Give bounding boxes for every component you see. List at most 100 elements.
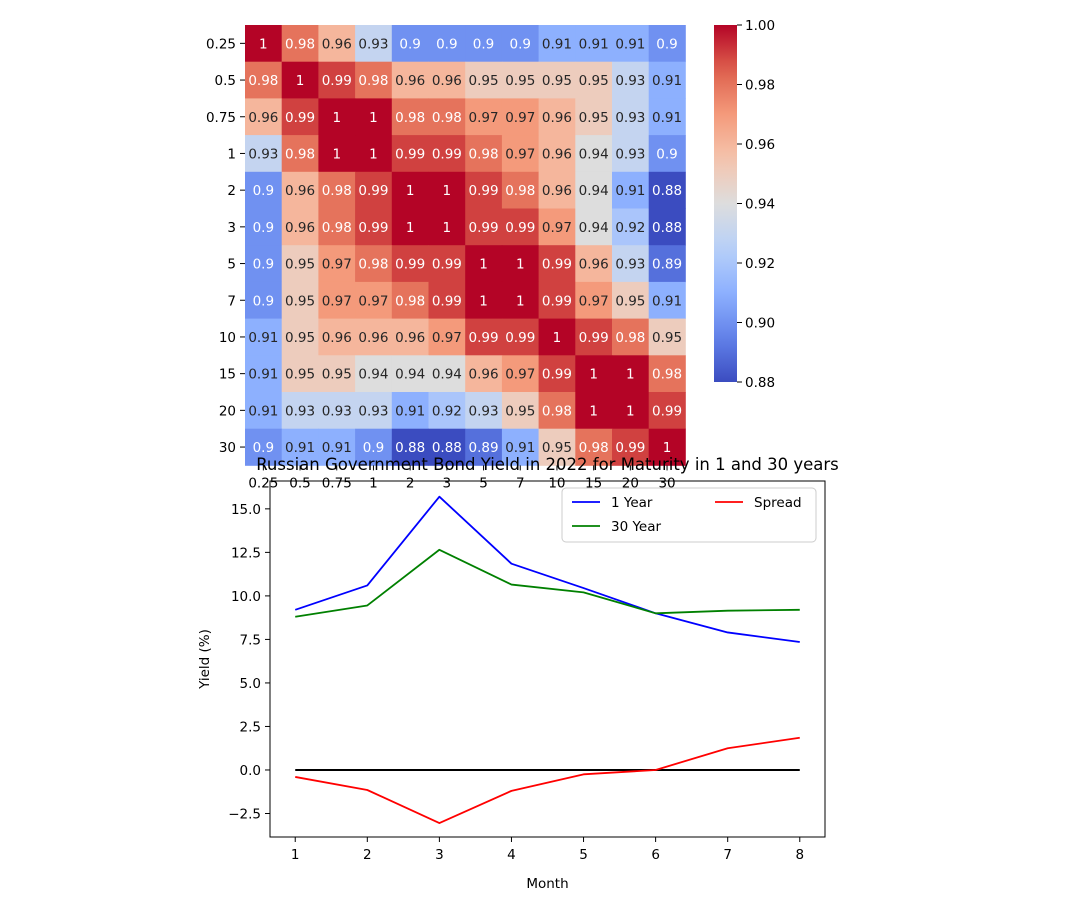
heatmap-cell-label: 0.97	[358, 293, 388, 309]
heatmap-cell-label: 0.99	[542, 257, 572, 273]
heatmap-cell-label: 0.96	[469, 367, 499, 383]
heatmap-cell	[428, 171, 466, 209]
y-tick-label: 0.25	[206, 36, 236, 52]
x-tick-label: 1	[369, 475, 378, 491]
y-tick-label: 10	[219, 330, 236, 346]
heatmap-cell	[648, 245, 686, 283]
heatmap-cell	[428, 245, 466, 283]
heatmap-cell	[391, 61, 429, 99]
heatmap-cell-label: 0.98	[505, 183, 535, 199]
y-tick-label: 5	[227, 257, 236, 273]
heatmap-cell	[465, 245, 503, 283]
heatmap-cell-label: 0.95	[285, 367, 315, 383]
y-tick-label: 12.5	[231, 545, 261, 561]
heatmap-cell	[355, 318, 393, 356]
heatmap-cell-label: 0.96	[579, 257, 609, 273]
heatmap-cell	[245, 245, 283, 283]
heatmap-cell-label: 0.95	[505, 73, 535, 89]
heatmap-cell	[648, 98, 686, 136]
y-tick-label: 7	[227, 293, 236, 309]
x-tick-label: 5	[479, 475, 488, 491]
heatmap-cell	[575, 208, 613, 246]
y-tick-label: 20	[219, 403, 236, 419]
heatmap-cell-label: 1	[626, 403, 635, 419]
heatmap-cell	[465, 135, 503, 173]
heatmap-cell-label: 0.93	[469, 403, 499, 419]
heatmap-cell	[612, 135, 650, 173]
heatmap-cell-label: 1	[332, 110, 341, 126]
heatmap-cell-label: 0.99	[322, 73, 352, 89]
x-tick-label: 0.25	[248, 475, 278, 491]
y-tick-label: −2.5	[228, 806, 261, 822]
heatmap-cell-label: 0.9	[363, 440, 384, 456]
heatmap-cell-label: 0.98	[285, 36, 315, 52]
colorbar-tick-label: 0.98	[745, 78, 775, 94]
heatmap-cell	[391, 171, 429, 209]
chart-title: Russian Government Bond Yield in 2022 fo…	[256, 455, 839, 474]
heatmap-cell	[428, 135, 466, 173]
heatmap-cell	[501, 25, 539, 63]
heatmap-cell-label: 0.98	[322, 220, 352, 236]
colorbar-tick-label: 0.90	[745, 316, 775, 332]
heatmap-cell	[465, 171, 503, 209]
heatmap-cell	[648, 281, 686, 319]
heatmap-cell-label: 0.9	[473, 36, 494, 52]
x-tick-label: 0.5	[289, 475, 310, 491]
heatmap-cell	[538, 355, 576, 393]
heatmap-cell	[428, 281, 466, 319]
heatmap-cell-label: 0.99	[358, 183, 388, 199]
heatmap-cell-label: 0.99	[615, 440, 645, 456]
heatmap-cell	[318, 61, 356, 99]
heatmap-cell-label: 0.98	[542, 403, 572, 419]
heatmap-cell-label: 1	[259, 36, 268, 52]
heatmap-cell-label: 0.94	[358, 367, 388, 383]
heatmap-cell	[391, 98, 429, 136]
heatmap-cell-label: 1	[516, 293, 525, 309]
heatmap-cell-label: 0.97	[322, 257, 352, 273]
heatmap-cell-label: 0.98	[615, 330, 645, 346]
heatmap-cell	[281, 392, 319, 430]
heatmap-cell	[355, 208, 393, 246]
heatmap-cell-label: 0.97	[505, 146, 535, 162]
heatmap-cell-label: 0.9	[656, 146, 677, 162]
heatmap-cell	[575, 98, 613, 136]
x-tick-label: 1	[291, 847, 300, 863]
heatmap-cell	[391, 208, 429, 246]
heatmap-cell	[538, 135, 576, 173]
heatmap-cell	[245, 25, 283, 63]
heatmap-cell	[318, 281, 356, 319]
plot-frame	[269, 480, 826, 838]
heatmap-cell	[391, 355, 429, 393]
heatmap-cell	[501, 61, 539, 99]
heatmap-cell-label: 0.91	[248, 330, 278, 346]
heatmap-cell	[245, 318, 283, 356]
heatmap-cell-label: 0.88	[432, 440, 462, 456]
y-tick-label: 10.0	[231, 589, 261, 605]
heatmap-cell	[648, 318, 686, 356]
heatmap-cell	[355, 245, 393, 283]
heatmap-cell-label: 0.96	[358, 330, 388, 346]
heatmap-cell	[575, 318, 613, 356]
heatmap-cell	[612, 392, 650, 430]
colorbar-tick-label: 1.00	[745, 18, 775, 34]
heatmap-cell	[575, 135, 613, 173]
x-tick-label: 7	[723, 847, 732, 863]
heatmap-cell-label: 0.89	[652, 257, 682, 273]
x-tick-label: 2	[363, 847, 372, 863]
heatmap-cell-label: 1	[332, 146, 341, 162]
heatmap-cell	[318, 25, 356, 63]
heatmap-cell-label: 0.98	[395, 293, 425, 309]
heatmap-cell-label: 0.99	[652, 403, 682, 419]
heatmap-cell-label: 0.99	[432, 257, 462, 273]
heatmap-cell-label: 0.95	[285, 257, 315, 273]
heatmap-cell-label: 0.9	[253, 440, 274, 456]
heatmap-cell-label: 0.89	[469, 440, 499, 456]
heatmap-cell	[648, 355, 686, 393]
x-tick-label: 4	[507, 847, 516, 863]
heatmap-cell-label: 0.98	[432, 110, 462, 126]
heatmap-cell-label: 0.91	[542, 36, 572, 52]
x-tick-label: 0.75	[322, 475, 352, 491]
heatmap-cell-label: 1	[406, 183, 415, 199]
heatmap-cell-label: 1	[296, 73, 305, 89]
heatmap-cell	[575, 245, 613, 283]
